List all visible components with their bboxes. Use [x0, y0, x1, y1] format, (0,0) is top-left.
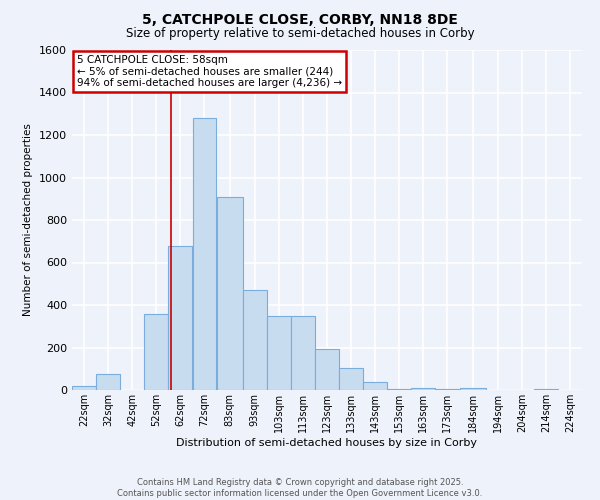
Y-axis label: Number of semi-detached properties: Number of semi-detached properties [23, 124, 34, 316]
Bar [217, 196, 242, 390]
X-axis label: Distribution of semi-detached houses by size in Corby: Distribution of semi-detached houses by … [176, 438, 478, 448]
Bar [193, 118, 216, 390]
Bar [243, 290, 266, 390]
Bar [412, 388, 435, 390]
Bar [339, 368, 363, 390]
Bar [96, 374, 120, 390]
Bar [364, 382, 387, 390]
Text: Size of property relative to semi-detached houses in Corby: Size of property relative to semi-detach… [125, 28, 475, 40]
Bar [169, 246, 192, 390]
Bar [145, 314, 168, 390]
Bar [72, 386, 96, 390]
Text: 5, CATCHPOLE CLOSE, CORBY, NN18 8DE: 5, CATCHPOLE CLOSE, CORBY, NN18 8DE [142, 12, 458, 26]
Text: Contains HM Land Registry data © Crown copyright and database right 2025.
Contai: Contains HM Land Registry data © Crown c… [118, 478, 482, 498]
Bar [315, 348, 339, 390]
Bar [291, 316, 315, 390]
Bar [267, 316, 290, 390]
Bar [436, 389, 459, 390]
Bar [460, 388, 485, 390]
Bar [388, 389, 411, 390]
Text: 5 CATCHPOLE CLOSE: 58sqm
← 5% of semi-detached houses are smaller (244)
94% of s: 5 CATCHPOLE CLOSE: 58sqm ← 5% of semi-de… [77, 55, 342, 88]
Bar [534, 389, 558, 390]
